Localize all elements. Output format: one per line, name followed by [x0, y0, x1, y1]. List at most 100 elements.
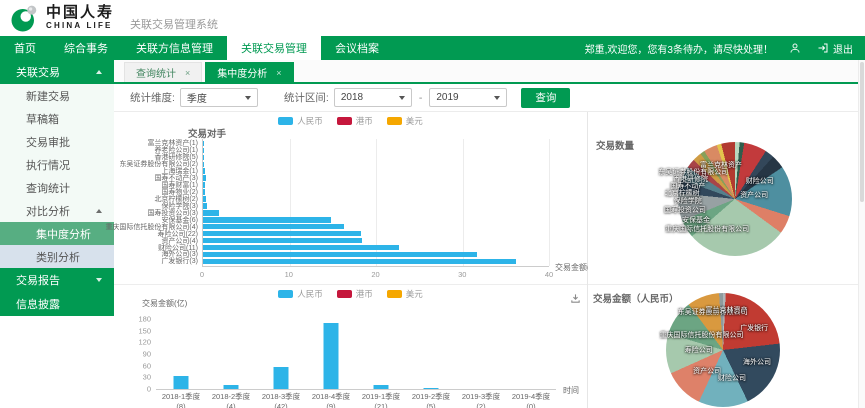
user-icon[interactable]	[789, 42, 801, 54]
column-label: 2018-4季度 (9)	[311, 392, 351, 408]
tab-concentration[interactable]: 集中度分析 ×	[205, 62, 294, 82]
tab-label: 集中度分析	[217, 69, 268, 80]
axis-tick: 0	[199, 270, 205, 279]
stat-dimension-label: 统计维度:	[130, 92, 175, 104]
sidebar-item-category-analysis[interactable]: 类别分析	[0, 245, 114, 268]
filter-bar: 统计维度: 季度 统计区间: 2018 - 2019 查询	[114, 84, 865, 112]
column-label: 2019-1季度 (21)	[361, 392, 401, 408]
column-bar	[423, 388, 439, 389]
txn-count-pie	[678, 142, 792, 256]
nav-items: 首页 综合事务 关联方信息管理 关联交易管理 会议档案	[0, 36, 393, 60]
txn-count-pie-card: 交易数量 富兰克林资产 东吴证券股份有限公司 香港研修院 国寿不动产 北京柠檬树 保险学院…	[588, 112, 865, 284]
sidebar-item-new-txn[interactable]: 新建交易	[0, 84, 114, 107]
sidebar-item-execution-status[interactable]: 执行情况	[0, 153, 114, 176]
user-greeting: 郑重,欢迎您，您有3条待办，请尽快处理！	[584, 44, 773, 56]
chart-title: 交易数量	[596, 141, 635, 152]
column-group: 2018-1季度 (8)	[156, 319, 206, 408]
bar	[203, 203, 208, 209]
column-bar	[323, 322, 339, 389]
system-title: 关联交易管理系统	[130, 19, 219, 31]
legend-item[interactable]: 港币	[336, 288, 373, 300]
txn-amount-pie	[666, 293, 780, 407]
bar-row-label: 资产公司(4)	[161, 237, 198, 245]
bar	[203, 258, 517, 265]
legend-item[interactable]: 美元	[386, 288, 423, 300]
bar-row: 国寿不动产(3)	[154, 175, 549, 182]
nav-item-related-txn-mgmt[interactable]: 关联交易管理	[227, 36, 321, 60]
column-label: 2018-2季度 (4)	[211, 392, 251, 408]
bar	[203, 168, 205, 174]
bar-row-label: 国寿财富(1)	[161, 182, 198, 190]
bar-row: 北京柠檬树(2)	[154, 196, 549, 203]
bar	[203, 230, 362, 237]
scrollbar[interactable]	[858, 60, 865, 408]
sidebar-item-label: 新建交易	[26, 90, 70, 103]
charts-right-column: 交易数量 富兰克林资产 东吴证券股份有限公司 香港研修院 国寿不动产 北京柠檬树 保险学院…	[588, 112, 865, 408]
column-bar	[173, 376, 189, 389]
quarterly-bar-chart: 人民币 港币 美元 交易金额(亿) 0 30 60 90 120 150 180 2018-1季…	[114, 284, 587, 408]
sidebar-item-drafts[interactable]: 草稿箱	[0, 107, 114, 130]
nav-item-related-party-info[interactable]: 关联方信息管理	[136, 43, 213, 55]
bar-row-label: 上海瑞金(1)	[161, 168, 198, 176]
stat-dimension-select[interactable]: 季度	[179, 88, 258, 107]
sidebar-item-txn-report[interactable]: 交易报告	[0, 268, 114, 292]
bar-row: 国寿投资公司(3)	[147, 209, 549, 217]
sidebar-item-comparison-analysis[interactable]: 对比分析	[0, 199, 114, 222]
nav-item-general-affairs[interactable]: 综合事务	[64, 43, 108, 55]
legend-item[interactable]: 美元	[386, 115, 423, 127]
sidebar: 关联交易新建交易草稿箱 交易审批执行情况查询统计 对比分析集中度分析类别分析交易报告…	[0, 60, 114, 408]
sidebar-item-related-txn[interactable]: 关联交易	[0, 60, 114, 84]
bar-row: 安保基金(6)	[161, 216, 549, 224]
download-icon[interactable]	[570, 291, 581, 309]
sidebar-item-label: 执行情况	[26, 159, 70, 172]
app-header: 中国人寿 CHINA LIFE 关联交易管理系统	[0, 0, 865, 36]
close-icon[interactable]: ×	[276, 67, 282, 78]
sidebar-item-label: 集中度分析	[36, 228, 91, 241]
bar	[203, 140, 204, 147]
x-axis-label: 交易金额(亿)	[555, 263, 601, 272]
legend-item[interactable]: 人民币	[278, 288, 323, 300]
year-to-select[interactable]: 2019	[429, 88, 508, 107]
scrollbar-thumb[interactable]	[860, 62, 864, 202]
legend-item[interactable]: 港币	[336, 115, 373, 127]
sidebar-item-info-disclosure[interactable]: 信息披露	[0, 292, 114, 316]
column-group: 2018-3季度 (42)	[256, 319, 306, 408]
bar-row-label: 国寿物业(2)	[161, 189, 198, 197]
bar	[203, 147, 204, 154]
chart-legend: 人民币 港币 美元	[114, 115, 587, 127]
legend-label: 美元	[405, 116, 423, 126]
bar-row-label: 寿险公司(22)	[157, 230, 198, 238]
nav-item-meeting-archive[interactable]: 会议档案	[335, 43, 379, 55]
logout-button[interactable]: 退出	[817, 41, 853, 56]
legend-item[interactable]: 人民币	[278, 115, 323, 127]
column-bar	[273, 367, 289, 389]
bar-row: 寿险公司(22)	[158, 230, 549, 238]
column-groups: 2018-1季度 (8) 2018-2季度 (4) 2018-3季度 (42) 2018-4…	[156, 319, 556, 408]
chevron-up-icon	[96, 208, 102, 213]
bar	[203, 189, 206, 195]
sidebar-item-concentration-analysis[interactable]: 集中度分析	[0, 222, 114, 245]
column-label: 2018-1季度 (8)	[161, 392, 201, 408]
charts-left-column: 人民币 港币 美元 交易对手 富兰克林资产(1) 养老险公司(1) 香港研修院(5) 东吴…	[105, 112, 600, 408]
legend-swatch	[336, 117, 352, 125]
bar-row: 东吴证券股份有限公司(2)	[119, 161, 549, 168]
tab-bar: 查询统计 × 集中度分析 ×	[114, 60, 865, 84]
logout-label: 退出	[833, 44, 853, 56]
main-area: 查询统计 × 集中度分析 × 统计维度: 季度 统计区间: 2018 - 2019 查…	[105, 60, 865, 408]
chart-legend: 人民币 港币 美元	[114, 288, 587, 300]
search-button[interactable]: 查询	[521, 87, 571, 108]
sidebar-item-txn-approval[interactable]: 交易审批	[0, 130, 114, 153]
bar	[203, 244, 400, 251]
bar-row-label: 国寿不动产(3)	[154, 175, 198, 183]
nav-item-home[interactable]: 首页	[14, 43, 36, 55]
chevron-down-icon	[96, 278, 102, 282]
sidebar-item-query-stats[interactable]: 查询统计	[0, 176, 114, 199]
column-label: 2019-3季度 (2)	[461, 392, 501, 408]
sidebar-item-label: 交易报告	[16, 275, 60, 287]
year-from-select[interactable]: 2018	[333, 88, 412, 107]
tab-query-stats[interactable]: 查询统计 ×	[124, 62, 203, 82]
txn-amount-pie-card: 交易金额（人民币） 东吴证券股份有限公司 富兰克林资产 广发银行 重庆国际信托股份有限…	[588, 284, 865, 408]
column-label: 2019-4季度 (0)	[511, 392, 551, 408]
stat-range-label: 统计区间:	[283, 92, 329, 104]
close-icon[interactable]: ×	[185, 67, 191, 78]
